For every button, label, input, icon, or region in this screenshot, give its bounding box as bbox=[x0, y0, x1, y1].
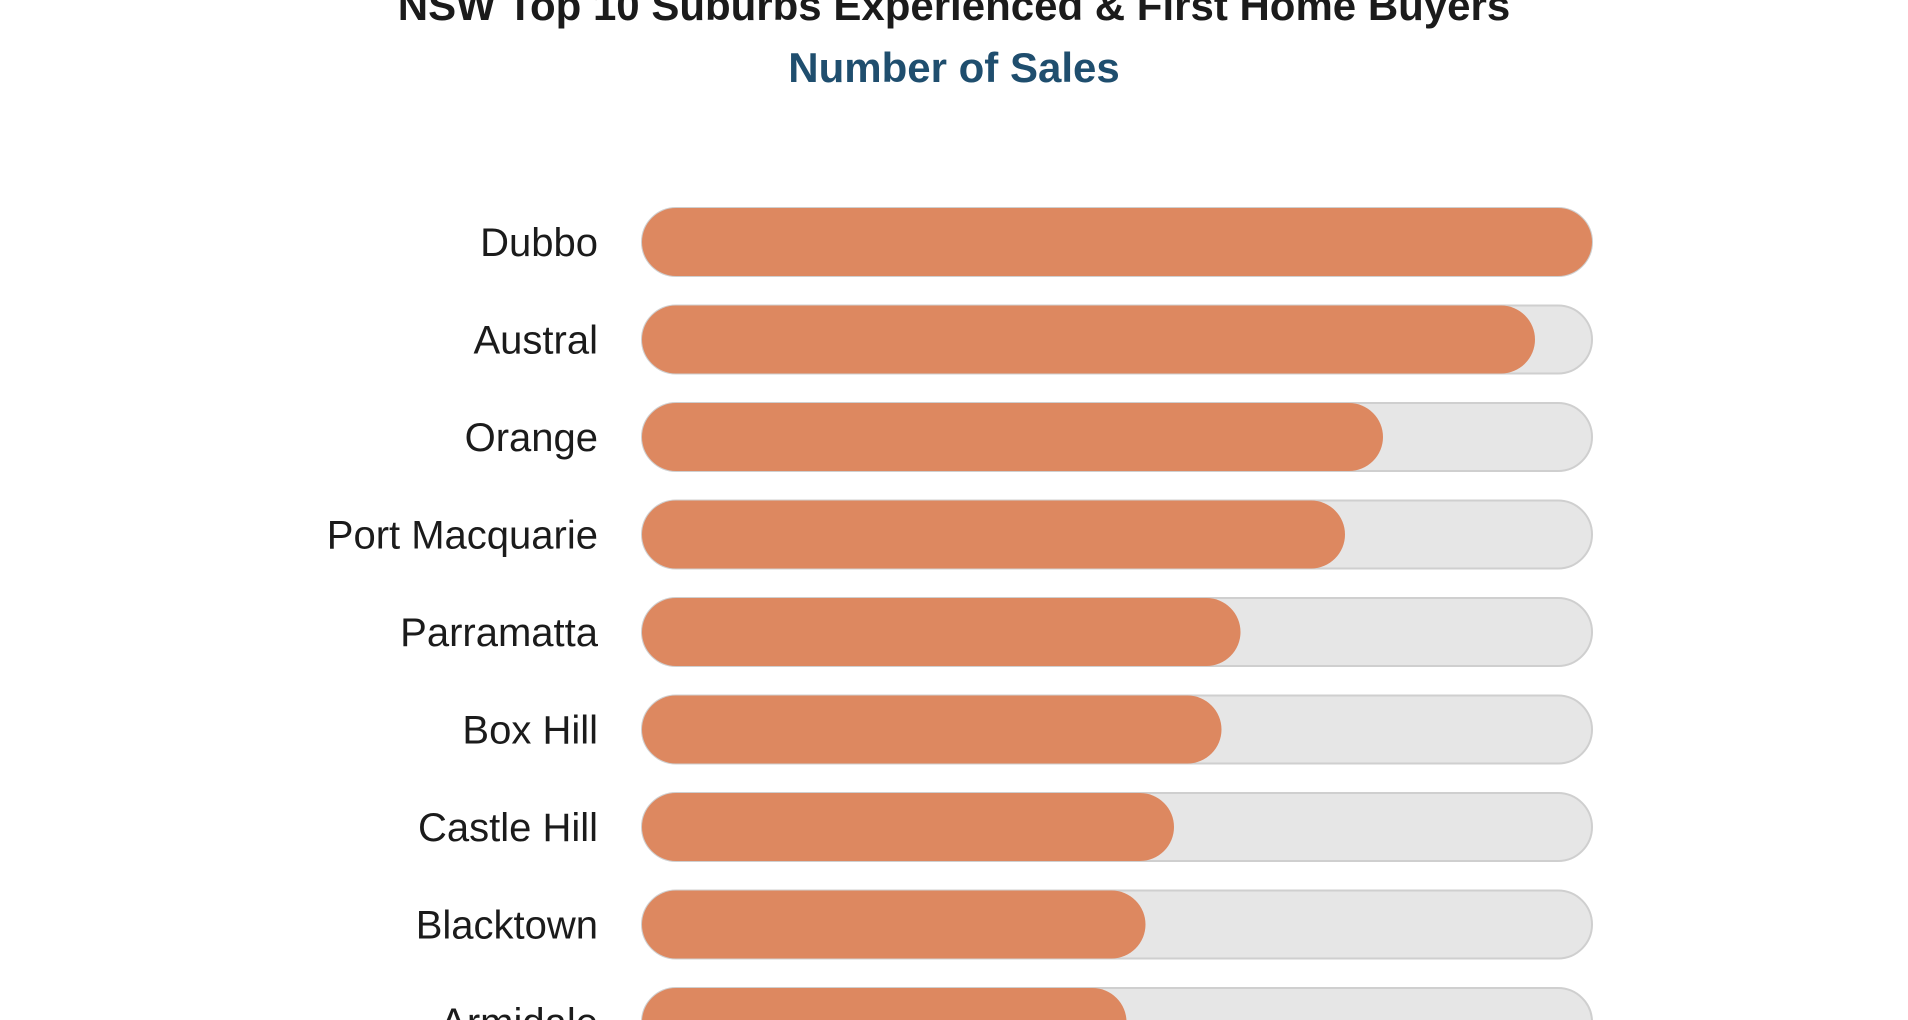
bar-port-macquarie bbox=[642, 500, 1345, 569]
bar-box-hill bbox=[642, 695, 1222, 764]
category-label: Port Macquarie bbox=[327, 514, 598, 558]
bar-row: Armidale bbox=[440, 987, 1593, 1020]
category-label: Austral bbox=[474, 319, 599, 363]
bar-orange bbox=[642, 403, 1383, 471]
chart-title: NSW Top 10 Suburbs Experienced & First H… bbox=[397, 0, 1511, 29]
bar-castle-hill bbox=[642, 793, 1174, 861]
category-label: Parramatta bbox=[400, 611, 599, 655]
bar-austral bbox=[642, 305, 1535, 374]
bar-row: Port Macquarie bbox=[327, 499, 1593, 570]
category-label: Armidale bbox=[440, 1001, 598, 1020]
category-label: Blacktown bbox=[416, 904, 598, 948]
category-label: Dubbo bbox=[480, 221, 598, 265]
bar-row: Parramatta bbox=[400, 597, 1593, 667]
category-label: Orange bbox=[465, 416, 598, 460]
bar-row: Austral bbox=[474, 304, 1593, 375]
bar-blacktown bbox=[642, 890, 1146, 959]
category-label: Box Hill bbox=[462, 709, 598, 753]
bar-row: Orange bbox=[465, 402, 1593, 472]
bar-row: Dubbo bbox=[480, 207, 1593, 277]
chart-subtitle: Number of Sales bbox=[788, 44, 1120, 91]
category-label: Castle Hill bbox=[418, 806, 598, 850]
bar-row: Blacktown bbox=[416, 889, 1593, 960]
bar-row: Castle Hill bbox=[418, 792, 1593, 862]
bar-row: Box Hill bbox=[462, 694, 1593, 765]
bar-dubbo bbox=[642, 208, 1592, 276]
bar-armidale bbox=[642, 988, 1127, 1020]
bar-parramatta bbox=[642, 598, 1241, 666]
